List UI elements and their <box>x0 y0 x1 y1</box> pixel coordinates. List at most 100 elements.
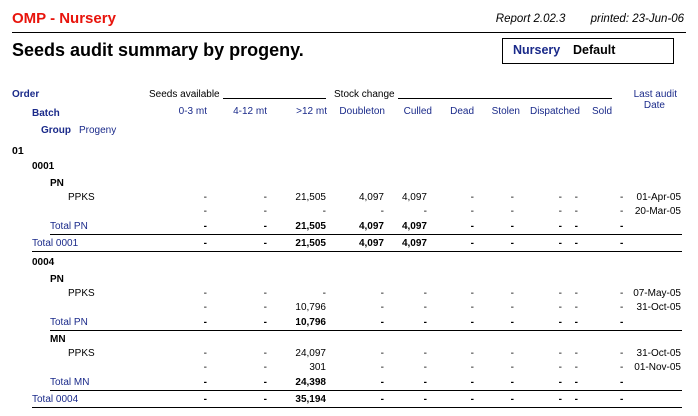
col-group: Group <box>41 125 71 136</box>
cell-m12p: 301 <box>309 362 326 373</box>
group-total-label: Total PN <box>50 317 88 328</box>
cell-culled: - <box>423 394 427 405</box>
cell-last-audit-dash: - <box>620 362 624 373</box>
order-label: 01 <box>12 145 24 157</box>
cell-doubleton: 4,097 <box>358 238 384 249</box>
cell-doubleton: 4,097 <box>358 221 384 232</box>
cell-last-audit-dash: - <box>620 238 624 249</box>
col-0-3: 0-3 mt <box>178 106 207 117</box>
cell-m4_12: - <box>263 288 267 299</box>
cell-culled: - <box>423 302 427 313</box>
cell-stolen: - <box>510 221 514 232</box>
cell-doubleton: 4,097 <box>358 192 384 203</box>
cell-stolen: - <box>510 192 514 203</box>
seeds-available-rule <box>223 98 326 99</box>
cell-doubleton: - <box>380 288 384 299</box>
cell-culled: - <box>423 348 427 359</box>
cell-last-audit-dash: - <box>620 288 624 299</box>
cell-m12p: 21,505 <box>295 221 326 232</box>
cell-culled: 4,097 <box>401 192 427 203</box>
cell-m0_3: - <box>203 317 207 328</box>
cell-m12p: 24,097 <box>295 348 326 359</box>
cell-m4_12: - <box>263 394 267 405</box>
cell-last-audit-date: 20-Mar-05 <box>634 206 681 217</box>
cell-stolen: - <box>510 238 514 249</box>
cell-doubleton: - <box>380 317 384 328</box>
cell-m4_12: - <box>263 348 267 359</box>
group-total-label: Total MN <box>50 377 90 388</box>
cell-m0_3: - <box>203 348 207 359</box>
cell-m12p: 35,194 <box>295 394 326 405</box>
col-seeds-available: Seeds available <box>149 89 220 100</box>
cell-dead: - <box>470 238 474 249</box>
col-dispatched: Dispatched <box>529 106 580 117</box>
cell-sold: - <box>574 394 578 405</box>
cell-last-audit-date: 31-Oct-05 <box>636 348 681 359</box>
cell-sold: - <box>574 302 578 313</box>
cell-stolen: - <box>510 288 514 299</box>
cell-last-audit-dash: - <box>620 221 624 232</box>
header-rule <box>12 32 686 33</box>
cell-stolen: - <box>510 377 514 388</box>
cell-last-audit-dash: - <box>620 192 624 203</box>
col-stolen: Stolen <box>491 106 520 117</box>
batch-label: 0004 <box>32 257 55 268</box>
cell-last-audit-date: 31-Oct-05 <box>636 302 681 313</box>
cell-sold: - <box>574 192 578 203</box>
cell-last-audit-dash: - <box>620 302 624 313</box>
cell-dispatched: - <box>558 394 562 405</box>
cell-dispatched: - <box>558 192 562 203</box>
cell-last-audit-date: 07-May-05 <box>633 288 681 299</box>
cell-dispatched: - <box>558 206 562 217</box>
cell-sold: - <box>574 221 578 232</box>
cell-sold: - <box>574 288 578 299</box>
nursery-label: Nursery <box>513 43 561 57</box>
cell-dead: - <box>470 377 474 388</box>
cell-dead: - <box>470 288 474 299</box>
report-info: Report 2.02.3 printed: 23-Jun-06 <box>474 13 684 25</box>
stock-change-rule <box>398 98 612 99</box>
col-12plus: >12 mt <box>296 106 327 117</box>
col-sold: Sold <box>591 106 612 117</box>
cell-stolen: - <box>510 362 514 373</box>
cell-m0_3: - <box>203 221 207 232</box>
cell-culled: 4,097 <box>401 221 427 232</box>
cell-stolen: - <box>510 317 514 328</box>
cell-m0_3: - <box>203 192 207 203</box>
cell-doubleton: - <box>380 394 384 405</box>
cell-m4_12: - <box>263 302 267 313</box>
cell-dead: - <box>470 362 474 373</box>
cell-doubleton: - <box>380 302 384 313</box>
cell-dispatched: - <box>558 362 562 373</box>
cell-m12p: - <box>322 206 326 217</box>
batch-total-rule <box>32 407 682 408</box>
cell-doubleton: - <box>380 206 384 217</box>
cell-m0_3: - <box>203 206 207 217</box>
cell-m0_3: - <box>203 362 207 373</box>
cell-m12p: 10,796 <box>295 317 326 328</box>
batch-label: 0001 <box>32 161 55 172</box>
cell-m0_3: - <box>203 238 207 249</box>
cell-last-audit-dash: - <box>620 394 624 405</box>
cell-sold: - <box>574 317 578 328</box>
batch-total-label: Total 0004 <box>32 394 79 405</box>
cell-m4_12: - <box>263 377 267 388</box>
printed-date: printed: 23-Jun-06 <box>590 13 684 25</box>
progeny-label: PPKS <box>68 288 95 299</box>
col-order: Order <box>12 89 40 100</box>
progeny-label: PPKS <box>68 348 95 359</box>
cell-dispatched: - <box>558 238 562 249</box>
col-4-12: 4-12 mt <box>233 106 267 117</box>
cell-dispatched: - <box>558 221 562 232</box>
cell-dispatched: - <box>558 302 562 313</box>
page-title: Seeds audit summary by progeny. <box>12 40 304 60</box>
cell-last-audit-dash: - <box>620 317 624 328</box>
cell-dead: - <box>470 206 474 217</box>
group-total-rule <box>50 234 682 235</box>
cell-m4_12: - <box>263 362 267 373</box>
col-stock-change: Stock change <box>334 89 395 100</box>
cell-doubleton: - <box>380 362 384 373</box>
cell-m12p: 24,398 <box>295 377 326 388</box>
cell-m12p: 10,796 <box>295 302 326 313</box>
cell-m4_12: - <box>263 192 267 203</box>
